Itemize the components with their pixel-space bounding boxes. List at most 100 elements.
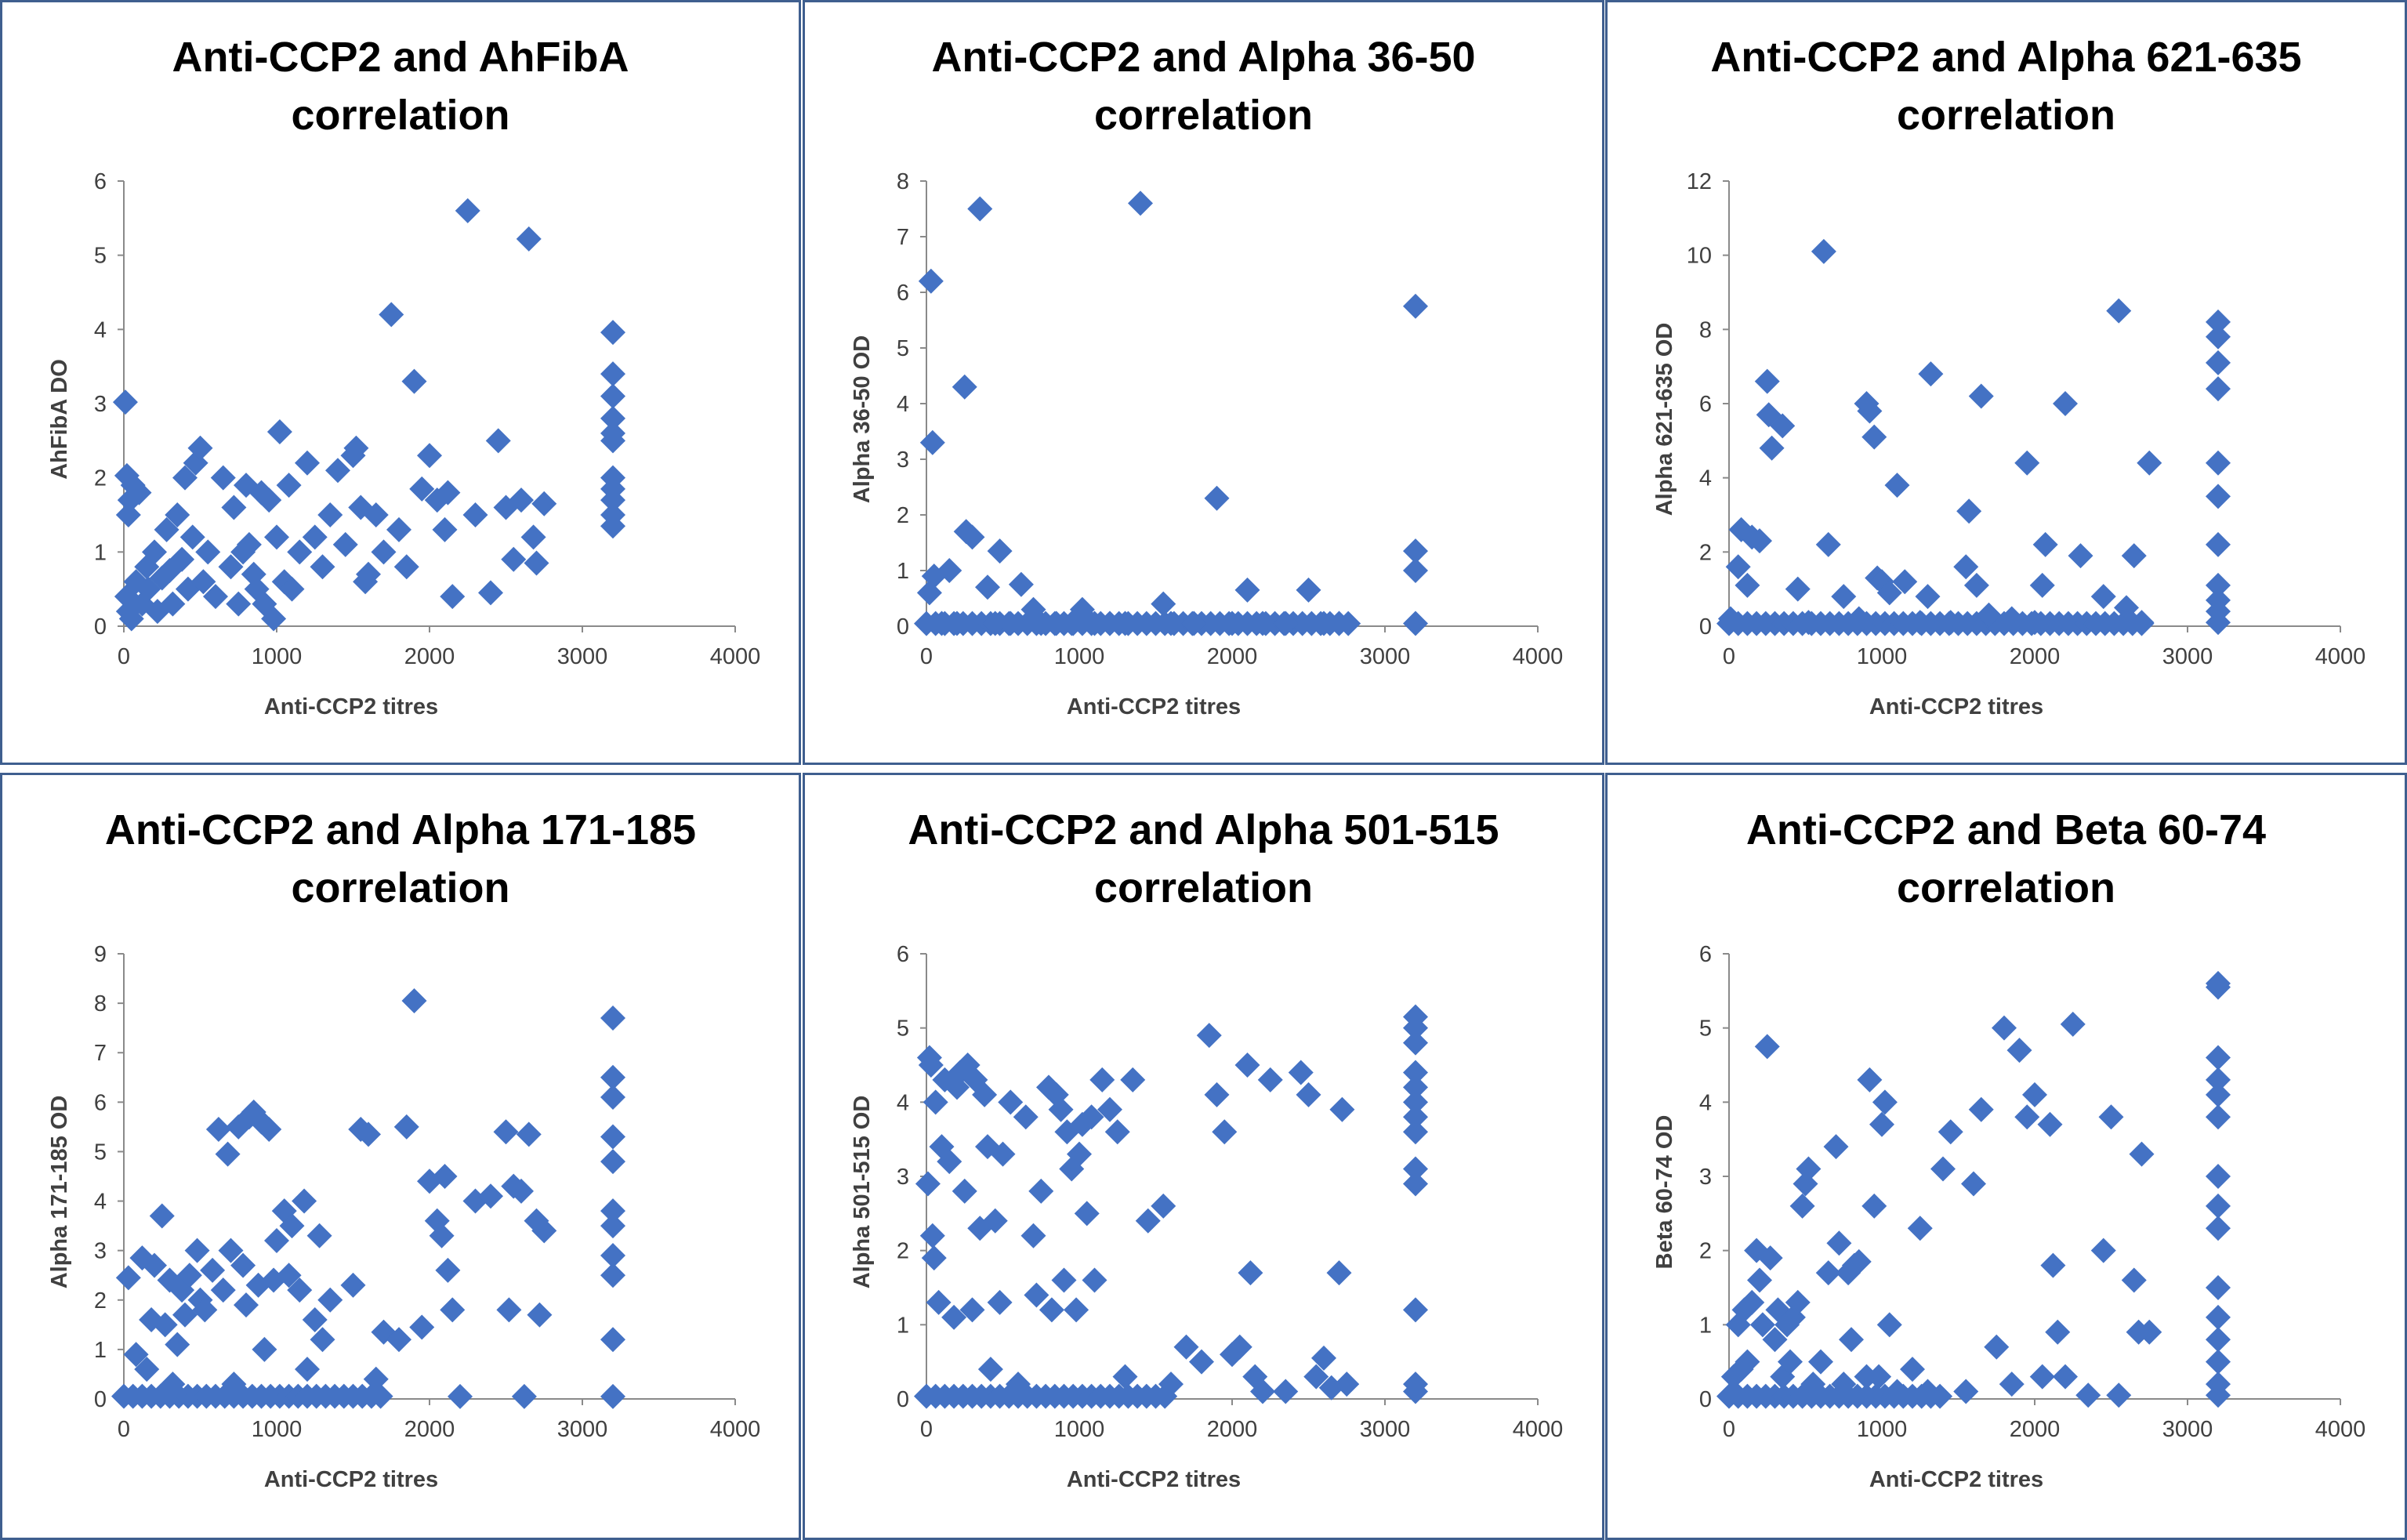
data-point bbox=[2206, 1193, 2231, 1219]
data-point bbox=[1329, 1096, 1355, 1122]
x-tick-label: 4000 bbox=[2315, 644, 2366, 669]
data-point bbox=[1311, 1345, 1336, 1371]
data-point bbox=[386, 516, 411, 542]
data-point bbox=[1938, 610, 1963, 636]
data-point bbox=[1006, 1372, 1031, 1397]
data-point bbox=[2137, 1319, 2162, 1345]
data-point bbox=[1069, 596, 1095, 622]
data-point bbox=[160, 1372, 186, 1397]
data-point bbox=[126, 480, 152, 505]
data-point bbox=[371, 539, 397, 565]
x-tick-label: 3000 bbox=[1360, 1417, 1411, 1442]
data-point bbox=[1151, 591, 1176, 617]
data-point bbox=[937, 1149, 962, 1175]
data-point bbox=[1968, 383, 1994, 409]
scatter-chart: Anti-CCP2 and Alpha 621-635 correlation 0 1… bbox=[1652, 34, 2366, 719]
y-tick-label: 3 bbox=[94, 1239, 107, 1264]
data-point bbox=[2206, 1327, 2231, 1353]
data-point bbox=[1403, 293, 1428, 319]
data-point bbox=[1173, 1334, 1199, 1360]
data-point bbox=[287, 539, 313, 565]
data-point bbox=[955, 1053, 981, 1078]
x-axis-title: Anti-CCP2 titres bbox=[1067, 694, 1241, 719]
data-point bbox=[1082, 611, 1107, 636]
x-tick-label: 1000 bbox=[252, 1417, 303, 1442]
data-point bbox=[1024, 1282, 1049, 1308]
data-point bbox=[1078, 1104, 1104, 1130]
data-point bbox=[2206, 1216, 2231, 1241]
data-point bbox=[115, 502, 141, 527]
data-point bbox=[1774, 1312, 1800, 1338]
data-point bbox=[1992, 1015, 2017, 1041]
data-point bbox=[1728, 1357, 1754, 1382]
data-point bbox=[1036, 1074, 1061, 1100]
chart-title-line: correlation bbox=[1897, 92, 2115, 139]
data-point bbox=[1744, 1237, 1770, 1263]
chart-panel-alpha-501-515: Anti-CCP2 and Alpha 501-515 correlation 0 1… bbox=[803, 773, 1604, 1540]
data-point bbox=[2029, 572, 2055, 598]
data-point bbox=[1181, 611, 1207, 636]
data-point bbox=[1334, 1372, 1360, 1397]
x-tick-label: 0 bbox=[118, 1417, 130, 1442]
data-point bbox=[1857, 1067, 1883, 1092]
data-point bbox=[1739, 1289, 1765, 1315]
data-point bbox=[1876, 580, 1902, 606]
data-point bbox=[1008, 571, 1034, 597]
data-point bbox=[2206, 1104, 2231, 1130]
data-point bbox=[1999, 1372, 2025, 1397]
data-point bbox=[1839, 1327, 1864, 1353]
data-point bbox=[2053, 391, 2078, 416]
data-point bbox=[1054, 1119, 1080, 1145]
data-point bbox=[165, 1332, 190, 1357]
data-point bbox=[1759, 435, 1785, 461]
data-point bbox=[236, 531, 262, 557]
y-tick-label: 5 bbox=[1699, 1016, 1712, 1042]
data-point bbox=[386, 1327, 411, 1353]
x-tick-label: 0 bbox=[920, 1417, 933, 1442]
data-point bbox=[276, 1263, 302, 1288]
data-point bbox=[142, 539, 167, 565]
data-point bbox=[1064, 1297, 1089, 1323]
data-point bbox=[1051, 1267, 1077, 1293]
data-point bbox=[165, 502, 190, 527]
x-tick-label: 0 bbox=[920, 644, 933, 669]
data-point bbox=[1796, 610, 1822, 636]
data-point bbox=[1785, 1289, 1811, 1315]
data-point bbox=[1043, 1082, 1069, 1107]
data-point bbox=[1953, 1379, 1979, 1404]
data-point bbox=[1754, 368, 1780, 394]
data-point bbox=[496, 1297, 522, 1323]
data-point bbox=[524, 1208, 549, 1234]
data-point bbox=[1089, 1067, 1115, 1092]
data-point bbox=[169, 1277, 195, 1303]
y-tick-label: 7 bbox=[897, 225, 909, 250]
x-tick-label: 2000 bbox=[1207, 1417, 1258, 1442]
data-point bbox=[1866, 1364, 1892, 1390]
x-tick-label: 2000 bbox=[404, 644, 455, 669]
data-point bbox=[916, 580, 942, 606]
scatter-chart: Anti-CCP2 and Alpha 501-515 correlation 0 1… bbox=[850, 806, 1563, 1492]
data-point bbox=[1907, 610, 1933, 636]
x-axis-title: Anti-CCP2 titres bbox=[264, 694, 438, 719]
data-point bbox=[264, 1228, 289, 1254]
y-tick-label: 3 bbox=[1699, 1165, 1712, 1190]
data-point bbox=[600, 1064, 625, 1090]
data-point bbox=[432, 516, 458, 542]
x-tick-label: 1000 bbox=[252, 644, 303, 669]
chart-title-line: Anti-CCP2 and Beta 60-74 bbox=[1746, 806, 2266, 853]
data-point bbox=[1811, 238, 1836, 264]
data-point bbox=[2206, 1045, 2231, 1071]
x-axis-title: Anti-CCP2 titres bbox=[1869, 694, 2043, 719]
data-point bbox=[2114, 595, 2139, 621]
data-point bbox=[440, 584, 466, 610]
data-point bbox=[1234, 1053, 1260, 1078]
data-point bbox=[1238, 1260, 1263, 1286]
data-point bbox=[1234, 577, 1260, 603]
y-tick-label: 2 bbox=[897, 503, 909, 528]
data-point bbox=[2206, 376, 2231, 402]
data-point bbox=[1204, 1082, 1230, 1107]
data-point bbox=[1747, 1267, 1772, 1293]
data-point bbox=[2206, 350, 2231, 375]
data-point bbox=[292, 1188, 317, 1214]
data-point bbox=[600, 487, 625, 513]
